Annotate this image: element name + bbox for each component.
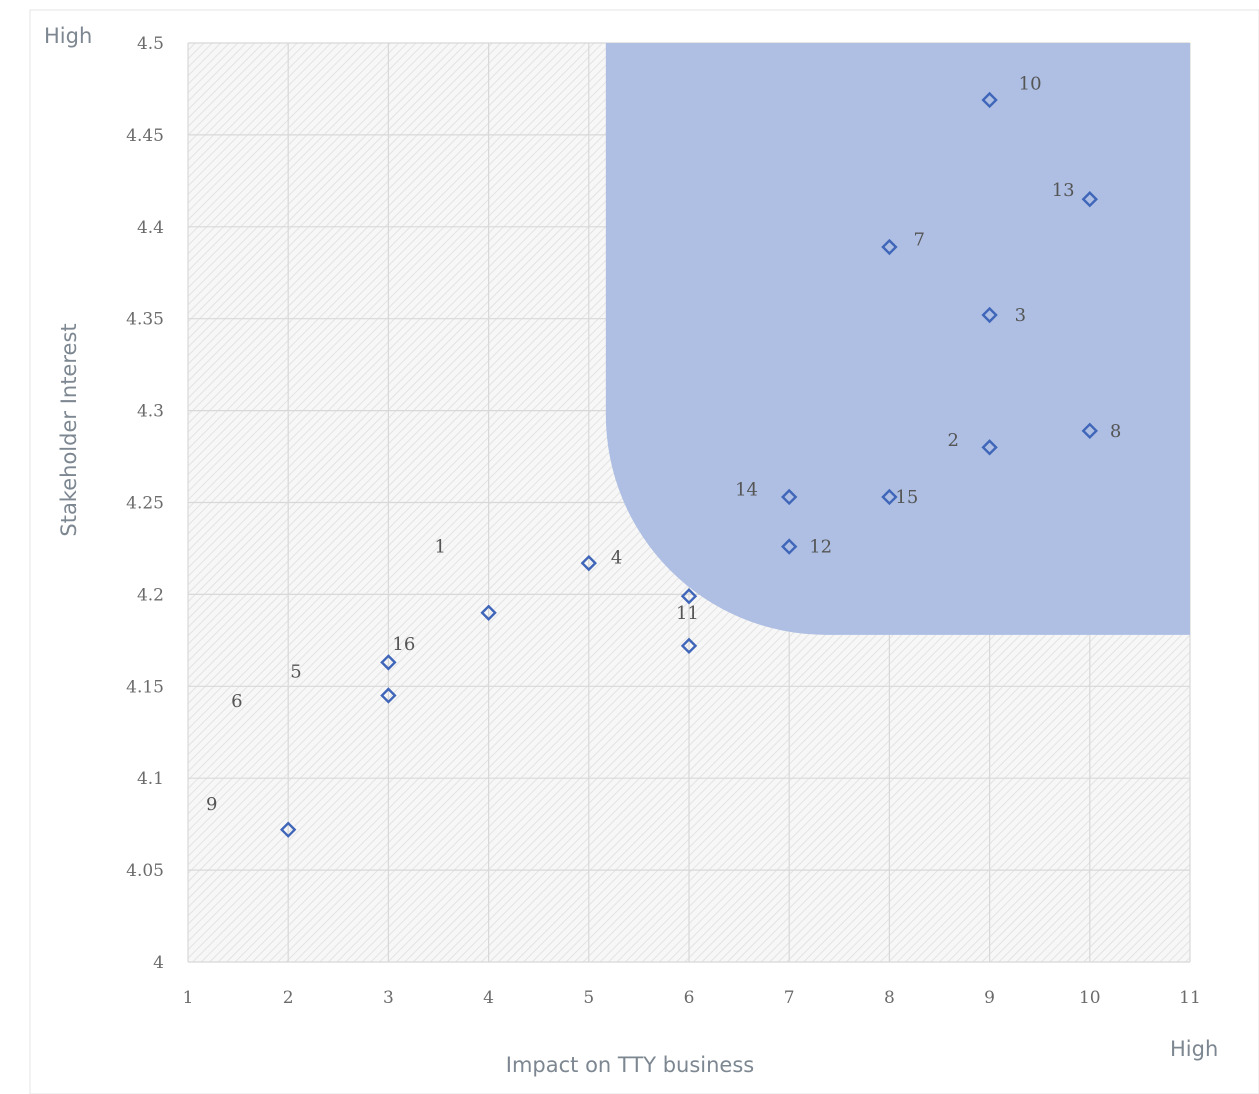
data-point-marker [1081,422,1098,440]
x-tick-label: 9 [984,988,995,1008]
point-label: 6 [231,691,242,712]
x-axis-high-label: High [1170,1037,1219,1061]
y-axis-ticks: 4 4.05 4.1 4.15 4.2 4.25 4.3 4.35 4.4 4.45 4.5 [126,34,164,973]
point-label: 8 [1110,421,1121,442]
priority-region [605,43,1190,635]
y-tick-label: 4.35 [126,310,164,330]
x-tick-label: 4 [483,988,494,1008]
x-tick-label: 10 [1079,988,1101,1008]
data-point-marker [280,821,297,838]
point-label: 7 [913,230,924,251]
data-point-marker [580,554,597,572]
x-tick-label: 7 [784,988,795,1008]
data-point-marker [881,488,898,506]
point-label: 14 [735,480,758,501]
outer-border [29,9,1259,1094]
x-tick-label: 8 [884,988,895,1008]
y-tick-label: 4.25 [126,494,164,514]
point-label: 16 [392,634,415,655]
y-axis-high-label: High [44,24,93,48]
point-label: 1 [434,537,445,558]
point-label: 11 [676,603,699,624]
y-tick-label: 4.2 [137,585,164,605]
point-label: 15 [895,487,918,508]
data-point-marker [881,238,898,256]
data-point-marker [680,588,698,605]
point-label: 5 [290,662,301,683]
data-points [280,91,1098,838]
point-label: 13 [1052,180,1075,201]
x-tick-label: 5 [583,988,594,1008]
y-tick-label: 4.45 [126,126,164,146]
x-tick-label: 2 [283,988,294,1008]
point-label: 3 [1015,305,1026,326]
x-tick-label: 3 [383,988,394,1008]
point-label: 10 [1019,73,1042,94]
x-tick-label: 1 [183,988,194,1008]
y-tick-label: 4.3 [137,402,164,422]
x-axis-ticks: 1 2 3 4 5 6 7 8 9 10 11 [183,988,1201,1008]
x-axis-title: Impact on TTY business [506,1053,754,1077]
data-point-marker [380,687,397,704]
y-tick-label: 4 [153,953,164,973]
data-point-marker [781,538,798,555]
y-axis-title: Stakeholder Interest [57,323,81,536]
data-point-marker [480,604,497,621]
y-tick-label: 4.15 [126,677,164,697]
data-point-marker [380,654,397,671]
x-tick-label: 6 [684,988,695,1008]
data-point-marker [981,91,998,109]
y-tick-label: 4.05 [126,861,164,881]
point-label: 9 [206,794,217,815]
y-tick-label: 4.4 [137,218,164,238]
x-tick-label: 11 [1179,988,1201,1008]
data-point-marker [1081,191,1098,208]
data-point-marker [981,439,998,456]
point-label: 4 [611,548,622,569]
y-tick-label: 4.5 [137,34,164,54]
point-label: 12 [809,537,832,558]
data-point-marker [981,306,998,324]
data-point-marker [680,637,698,655]
data-point-marker [781,488,798,506]
point-label: 2 [948,430,959,451]
y-tick-label: 4.1 [137,769,164,789]
